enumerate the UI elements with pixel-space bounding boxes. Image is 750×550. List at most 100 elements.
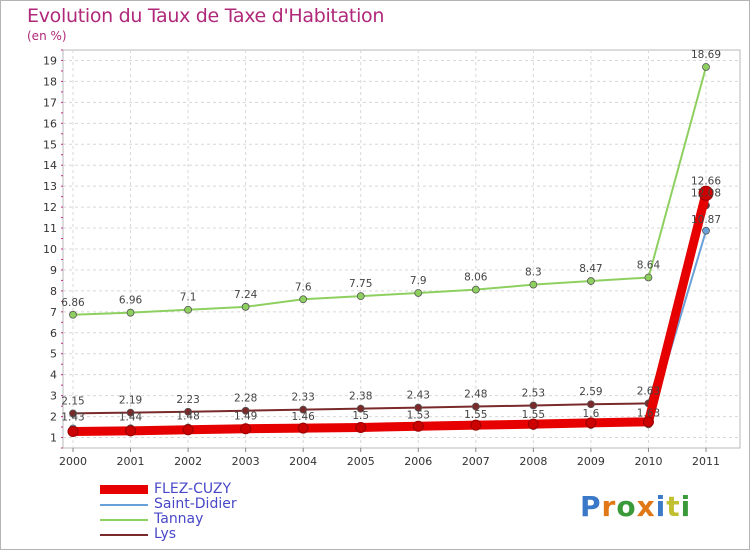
data-point — [69, 409, 77, 418]
legend-swatch-flez-cuzy — [100, 485, 148, 494]
data-point — [126, 408, 135, 417]
legend-label-lys: Lys — [154, 526, 177, 542]
legend-swatch-saint-didier — [100, 503, 148, 506]
data-label: 2.23 — [176, 394, 199, 406]
legend-swatch-tannay — [100, 518, 148, 521]
data-label: 7.75 — [349, 278, 372, 290]
logo-letter: i — [680, 490, 692, 523]
data-label: 1.49 — [234, 410, 257, 422]
data-label: 2.59 — [579, 386, 602, 398]
data-point — [587, 277, 595, 285]
x-tick-label: 2002 — [174, 455, 202, 468]
data-label: 7.24 — [234, 289, 258, 301]
series-line-lys — [72, 204, 707, 415]
data-label: 2.63 — [637, 385, 660, 397]
data-point — [299, 295, 308, 304]
data-point — [529, 401, 538, 410]
legend-label-flez-cuzy: FLEZ-CUZY — [154, 481, 232, 497]
legend-label-tannay: Tannay — [154, 511, 204, 527]
logo-letter: r — [601, 490, 617, 523]
y-tick-label: 4 — [50, 369, 57, 382]
x-tick-label: 2003 — [232, 455, 260, 468]
data-label: 8.3 — [525, 267, 542, 279]
data-point — [125, 425, 137, 437]
data-label: 1.6 — [583, 408, 600, 420]
x-tick-label: 2005 — [347, 455, 375, 468]
data-label: 1.43 — [61, 412, 84, 424]
logo-letter: o — [616, 490, 637, 523]
data-label: 10.87 — [691, 214, 721, 226]
data-label: 2.53 — [522, 387, 545, 399]
x-tick-label: 2004 — [289, 455, 317, 468]
y-tick-label: 11 — [43, 222, 57, 235]
y-tick-label: 14 — [43, 159, 57, 172]
data-point — [182, 424, 194, 436]
data-label: 2.43 — [407, 390, 430, 402]
data-point — [414, 289, 423, 297]
data-point — [470, 419, 482, 431]
data-point — [297, 422, 309, 434]
y-tick-label: 10 — [43, 243, 57, 256]
logo-letter: P — [580, 490, 602, 523]
series-line-tannay — [72, 65, 707, 316]
legend-item-saint-didier: Saint-Didier — [100, 497, 237, 512]
legend-item-lys: Lys — [100, 527, 237, 542]
legend-label-saint-didier: Saint-Didier — [154, 496, 237, 512]
data-label: 1.46 — [291, 411, 315, 423]
data-label: 1.55 — [464, 409, 487, 421]
x-tick-label: 2000 — [59, 455, 87, 468]
data-point — [702, 226, 710, 235]
series-line-flez-cuzy — [68, 188, 711, 436]
logo-letter: i — [655, 490, 667, 523]
data-label: 1.48 — [176, 410, 199, 422]
data-point — [241, 302, 250, 311]
data-label: 7.6 — [295, 281, 312, 293]
y-tick-label: 1 — [50, 432, 57, 445]
data-label: 2.15 — [61, 395, 84, 407]
y-tick-label: 5 — [50, 348, 57, 361]
x-tick-label: 2007 — [462, 455, 490, 468]
data-label: 1.44 — [119, 411, 143, 423]
chart-title: Evolution du Taux de Taxe d'Habitation — [27, 5, 385, 27]
data-point — [702, 63, 710, 71]
data-point — [471, 285, 480, 294]
data-point — [126, 308, 135, 317]
data-label: 1.63 — [637, 407, 660, 419]
logo-letter: x — [636, 490, 656, 523]
data-point — [356, 404, 365, 413]
data-point — [587, 400, 595, 409]
y-tick-label: 8 — [50, 285, 57, 298]
y-tick-label: 13 — [43, 180, 57, 193]
data-label: 12.08 — [691, 187, 721, 199]
x-tick-label: 2009 — [577, 455, 605, 468]
x-tick-label: 2001 — [117, 455, 145, 468]
legend-swatch-lys — [100, 533, 148, 536]
y-tick-label: 3 — [50, 390, 57, 403]
data-point — [299, 405, 308, 414]
data-label: 8.06 — [464, 272, 488, 284]
data-label: 1.55 — [522, 409, 545, 421]
data-point — [698, 185, 714, 201]
data-label: 6.96 — [119, 295, 143, 307]
y-tick-label: 9 — [50, 264, 57, 277]
legend-item-flez-cuzy: FLEZ-CUZY — [100, 482, 237, 497]
data-point — [356, 292, 365, 301]
chart-legend: FLEZ-CUZY Saint-Didier Tannay Lys — [100, 482, 237, 542]
data-point — [642, 416, 654, 428]
data-label: 12.66 — [691, 175, 721, 187]
data-point — [527, 418, 539, 430]
data-label: 6.86 — [61, 297, 85, 309]
x-tick-label: 2008 — [519, 455, 547, 468]
data-label: 18.69 — [691, 49, 721, 61]
data-point — [69, 310, 77, 319]
series-line-saint-didier — [72, 229, 707, 430]
data-point — [529, 280, 538, 289]
logo-letter: t — [666, 490, 681, 523]
data-label: 7.1 — [180, 292, 197, 304]
data-point — [471, 402, 480, 411]
data-point — [67, 425, 79, 437]
data-label: 1.53 — [407, 409, 430, 421]
y-tick-label: 17 — [43, 96, 57, 109]
data-point — [241, 406, 250, 415]
